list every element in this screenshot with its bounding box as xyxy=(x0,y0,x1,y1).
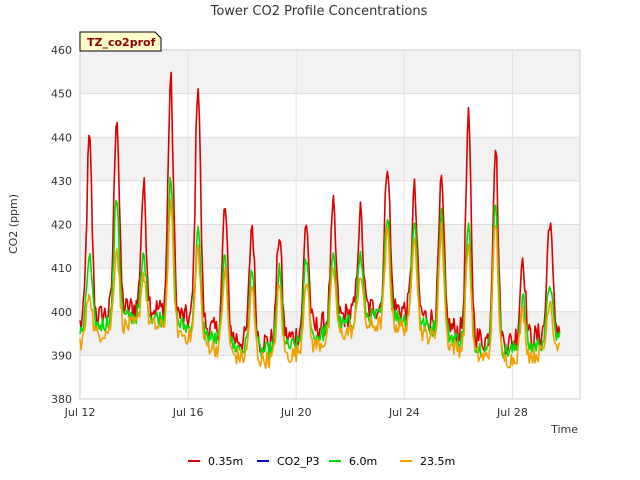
y-tick-label: 450 xyxy=(51,88,72,101)
series-line-0.35m xyxy=(79,71,561,356)
legend: 0.35m CO2_P3 6.0m 23.5m xyxy=(188,455,455,468)
series-lines xyxy=(79,71,561,370)
y-tick-label: 390 xyxy=(51,349,72,362)
series-line-23.5m xyxy=(79,198,561,370)
y-tick-label: 410 xyxy=(51,262,72,275)
site-tag: TZ_co2prof xyxy=(79,31,162,52)
y-tick-label: 430 xyxy=(51,175,72,188)
x-tick-label: Jul 28 xyxy=(496,406,528,419)
site-tag-box xyxy=(79,31,162,52)
site-tag-label: TZ_co2prof xyxy=(87,36,156,49)
plot-band xyxy=(80,50,580,94)
legend-label: 23.5m xyxy=(420,455,455,468)
y-tick-label: 400 xyxy=(51,306,72,319)
y-axis-title: CO2 (ppm) xyxy=(7,194,20,254)
y-axis-ticks: 380 390 400 410 420 430 440 450 460 xyxy=(51,44,72,406)
x-axis-ticks: Jul 12 Jul 16 Jul 20 Jul 24 Jul 28 xyxy=(64,406,528,419)
y-tick-label: 440 xyxy=(51,131,72,144)
legend-label: 6.0m xyxy=(349,455,377,468)
legend-label: CO2_P3 xyxy=(277,455,319,468)
x-tick-label: Jul 16 xyxy=(172,406,204,419)
x-axis-title: Time xyxy=(550,423,578,436)
plot-area-border xyxy=(79,49,581,400)
series-line-6.0m xyxy=(79,176,561,361)
y-tick-label: 460 xyxy=(51,44,72,57)
x-tick-label: Jul 24 xyxy=(388,406,420,419)
y-tick-label: 380 xyxy=(51,393,72,406)
chart-title: Tower CO2 Profile Concentrations xyxy=(210,4,428,19)
legend-label: 0.35m xyxy=(208,455,243,468)
plot-band xyxy=(80,137,580,181)
x-tick-label: Jul 12 xyxy=(64,406,96,419)
x-tick-label: Jul 20 xyxy=(280,406,312,419)
y-tick-label: 420 xyxy=(51,219,72,232)
